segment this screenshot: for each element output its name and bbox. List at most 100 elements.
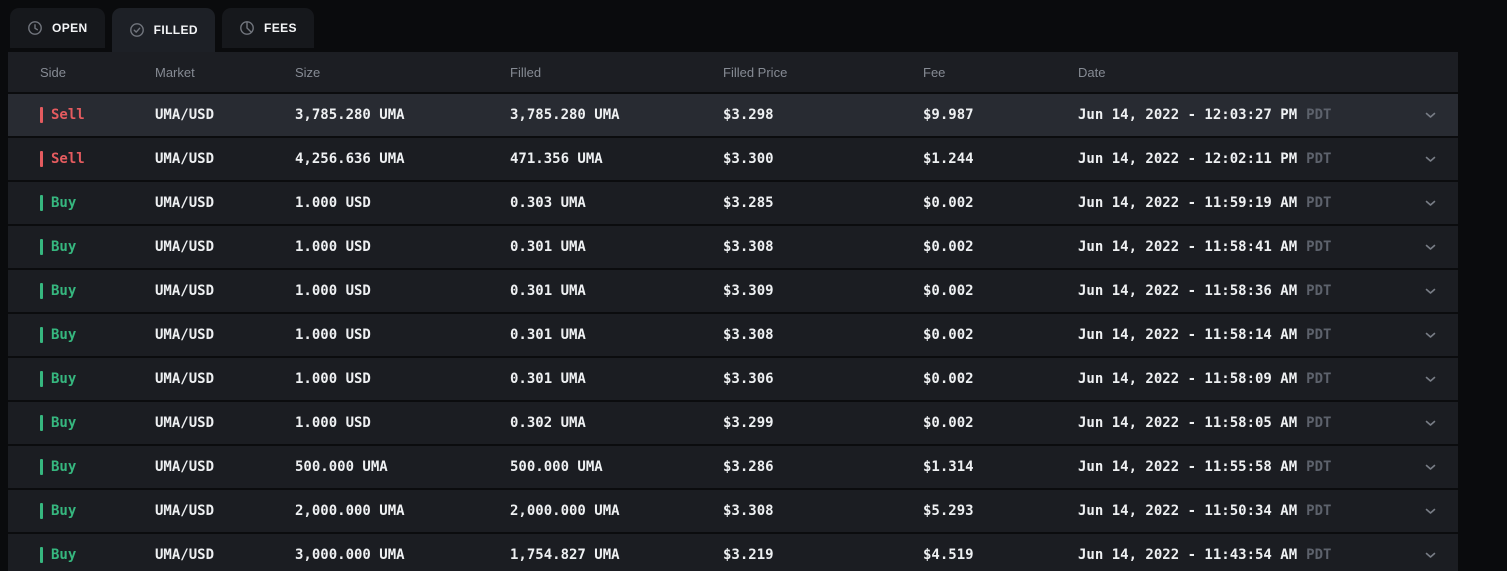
filled-price-cell: $3.219 (723, 547, 774, 563)
filled-price-cell: $3.308 (723, 327, 774, 343)
filled-price-cell: $3.308 (723, 239, 774, 255)
side-label: Sell (51, 151, 85, 167)
side-cell: Buy (40, 459, 155, 475)
tab-fees[interactable]: FEES (222, 8, 314, 48)
filled-price-cell: $3.285 (723, 195, 774, 211)
size-cell: 1.000 USD (295, 327, 371, 343)
side-indicator-bar (40, 239, 43, 255)
chevron-down-icon[interactable] (1425, 244, 1436, 251)
chevron-down-icon[interactable] (1425, 464, 1436, 471)
size-cell: 1.000 USD (295, 415, 371, 431)
filled-cell: 0.303 UMA (510, 195, 586, 211)
timezone-label: PDT (1306, 371, 1332, 387)
expand-cell (1402, 420, 1458, 427)
filled-price-cell: $3.306 (723, 371, 774, 387)
expand-cell (1402, 508, 1458, 515)
table-row[interactable]: Buy UMA/USD 500.000 UMA 500.000 UMA $3.2… (8, 446, 1458, 488)
chevron-down-icon[interactable] (1425, 200, 1436, 207)
table-row[interactable]: Buy UMA/USD 1.000 USD 0.301 UMA $3.309 $… (8, 270, 1458, 312)
date-cell: Jun 14, 2022 - 11:59:19 AM PDT (1078, 195, 1402, 211)
date-text: Jun 14, 2022 - 11:58:41 AM (1078, 239, 1298, 255)
table-row[interactable]: Buy UMA/USD 1.000 USD 0.301 UMA $3.308 $… (8, 226, 1458, 268)
date-cell: Jun 14, 2022 - 11:58:36 AM PDT (1078, 283, 1402, 299)
date-cell: Jun 14, 2022 - 11:58:41 AM PDT (1078, 239, 1402, 255)
side-indicator-bar (40, 547, 43, 563)
chevron-down-icon[interactable] (1425, 420, 1436, 427)
filled-cell: 2,000.000 UMA (510, 503, 620, 519)
timezone-label: PDT (1306, 503, 1332, 519)
chevron-down-icon[interactable] (1425, 552, 1436, 559)
date-cell: Jun 14, 2022 - 11:50:34 AM PDT (1078, 503, 1402, 519)
filled-cell: 471.356 UMA (510, 151, 603, 167)
side-label: Buy (51, 327, 77, 343)
filled-price-cell: $3.308 (723, 503, 774, 519)
table-row[interactable]: Buy UMA/USD 3,000.000 UMA 1,754.827 UMA … (8, 534, 1458, 571)
expand-cell (1402, 156, 1458, 163)
size-cell: 1.000 USD (295, 371, 371, 387)
chevron-down-icon[interactable] (1425, 112, 1436, 119)
chevron-down-icon[interactable] (1425, 508, 1436, 515)
size-cell: 3,000.000 UMA (295, 547, 405, 563)
tab-label: FILLED (153, 23, 199, 37)
fee-cell: $5.293 (923, 503, 974, 519)
fee-cell: $0.002 (923, 195, 974, 211)
fee-cell: $1.244 (923, 151, 974, 167)
fee-cell: $9.987 (923, 107, 974, 123)
table-row[interactable]: Buy UMA/USD 1.000 USD 0.302 UMA $3.299 $… (8, 402, 1458, 444)
table-row[interactable]: Buy UMA/USD 2,000.000 UMA 2,000.000 UMA … (8, 490, 1458, 532)
fee-cell: $0.002 (923, 415, 974, 431)
timezone-label: PDT (1306, 107, 1332, 123)
fee-cell: $0.002 (923, 283, 974, 299)
market-cell: UMA/USD (155, 283, 215, 299)
timezone-label: PDT (1306, 239, 1332, 255)
fee-cell: $0.002 (923, 239, 974, 255)
filled-cell: 0.301 UMA (510, 239, 586, 255)
expand-cell (1402, 464, 1458, 471)
date-cell: Jun 14, 2022 - 12:02:11 PM PDT (1078, 151, 1402, 167)
side-label: Buy (51, 503, 77, 519)
expand-cell (1402, 376, 1458, 383)
chevron-down-icon[interactable] (1425, 332, 1436, 339)
chevron-down-icon[interactable] (1425, 288, 1436, 295)
side-indicator-bar (40, 283, 43, 299)
timezone-label: PDT (1306, 459, 1332, 475)
market-cell: UMA/USD (155, 371, 215, 387)
fee-cell: $1.314 (923, 459, 974, 475)
date-text: Jun 14, 2022 - 12:03:27 PM (1078, 107, 1298, 123)
market-cell: UMA/USD (155, 459, 215, 475)
table-row[interactable]: Buy UMA/USD 1.000 USD 0.303 UMA $3.285 $… (8, 182, 1458, 224)
table-row[interactable]: Buy UMA/USD 1.000 USD 0.301 UMA $3.306 $… (8, 358, 1458, 400)
date-text: Jun 14, 2022 - 11:58:36 AM (1078, 283, 1298, 299)
expand-cell (1402, 288, 1458, 295)
tab-open[interactable]: OPEN (10, 8, 105, 48)
filled-price-cell: $3.300 (723, 151, 774, 167)
market-cell: UMA/USD (155, 239, 215, 255)
expand-cell (1402, 244, 1458, 251)
chevron-down-icon[interactable] (1425, 156, 1436, 163)
tab-filled[interactable]: FILLED (111, 8, 216, 52)
chevron-down-icon[interactable] (1425, 376, 1436, 383)
filled-price-cell: $3.309 (723, 283, 774, 299)
market-cell: UMA/USD (155, 151, 215, 167)
timezone-label: PDT (1306, 195, 1332, 211)
table-body: Sell UMA/USD 3,785.280 UMA 3,785.280 UMA… (8, 94, 1458, 571)
date-text: Jun 14, 2022 - 11:58:05 AM (1078, 415, 1298, 431)
date-text: Jun 14, 2022 - 11:58:09 AM (1078, 371, 1298, 387)
date-text: Jun 14, 2022 - 11:50:34 AM (1078, 503, 1298, 519)
filled-cell: 1,754.827 UMA (510, 547, 620, 563)
side-cell: Buy (40, 195, 155, 211)
table-row[interactable]: Sell UMA/USD 3,785.280 UMA 3,785.280 UMA… (8, 94, 1458, 136)
side-indicator-bar (40, 151, 43, 167)
date-text: Jun 14, 2022 - 11:55:58 AM (1078, 459, 1298, 475)
table-row[interactable]: Buy UMA/USD 1.000 USD 0.301 UMA $3.308 $… (8, 314, 1458, 356)
tab-bar: OPEN FILLED FEES (8, 8, 1507, 52)
pie-chart-icon (239, 20, 255, 36)
market-cell: UMA/USD (155, 547, 215, 563)
size-cell: 2,000.000 UMA (295, 503, 405, 519)
size-cell: 1.000 USD (295, 239, 371, 255)
table-row[interactable]: Sell UMA/USD 4,256.636 UMA 471.356 UMA $… (8, 138, 1458, 180)
side-indicator-bar (40, 195, 43, 211)
timezone-label: PDT (1306, 547, 1332, 563)
side-label: Buy (51, 195, 77, 211)
